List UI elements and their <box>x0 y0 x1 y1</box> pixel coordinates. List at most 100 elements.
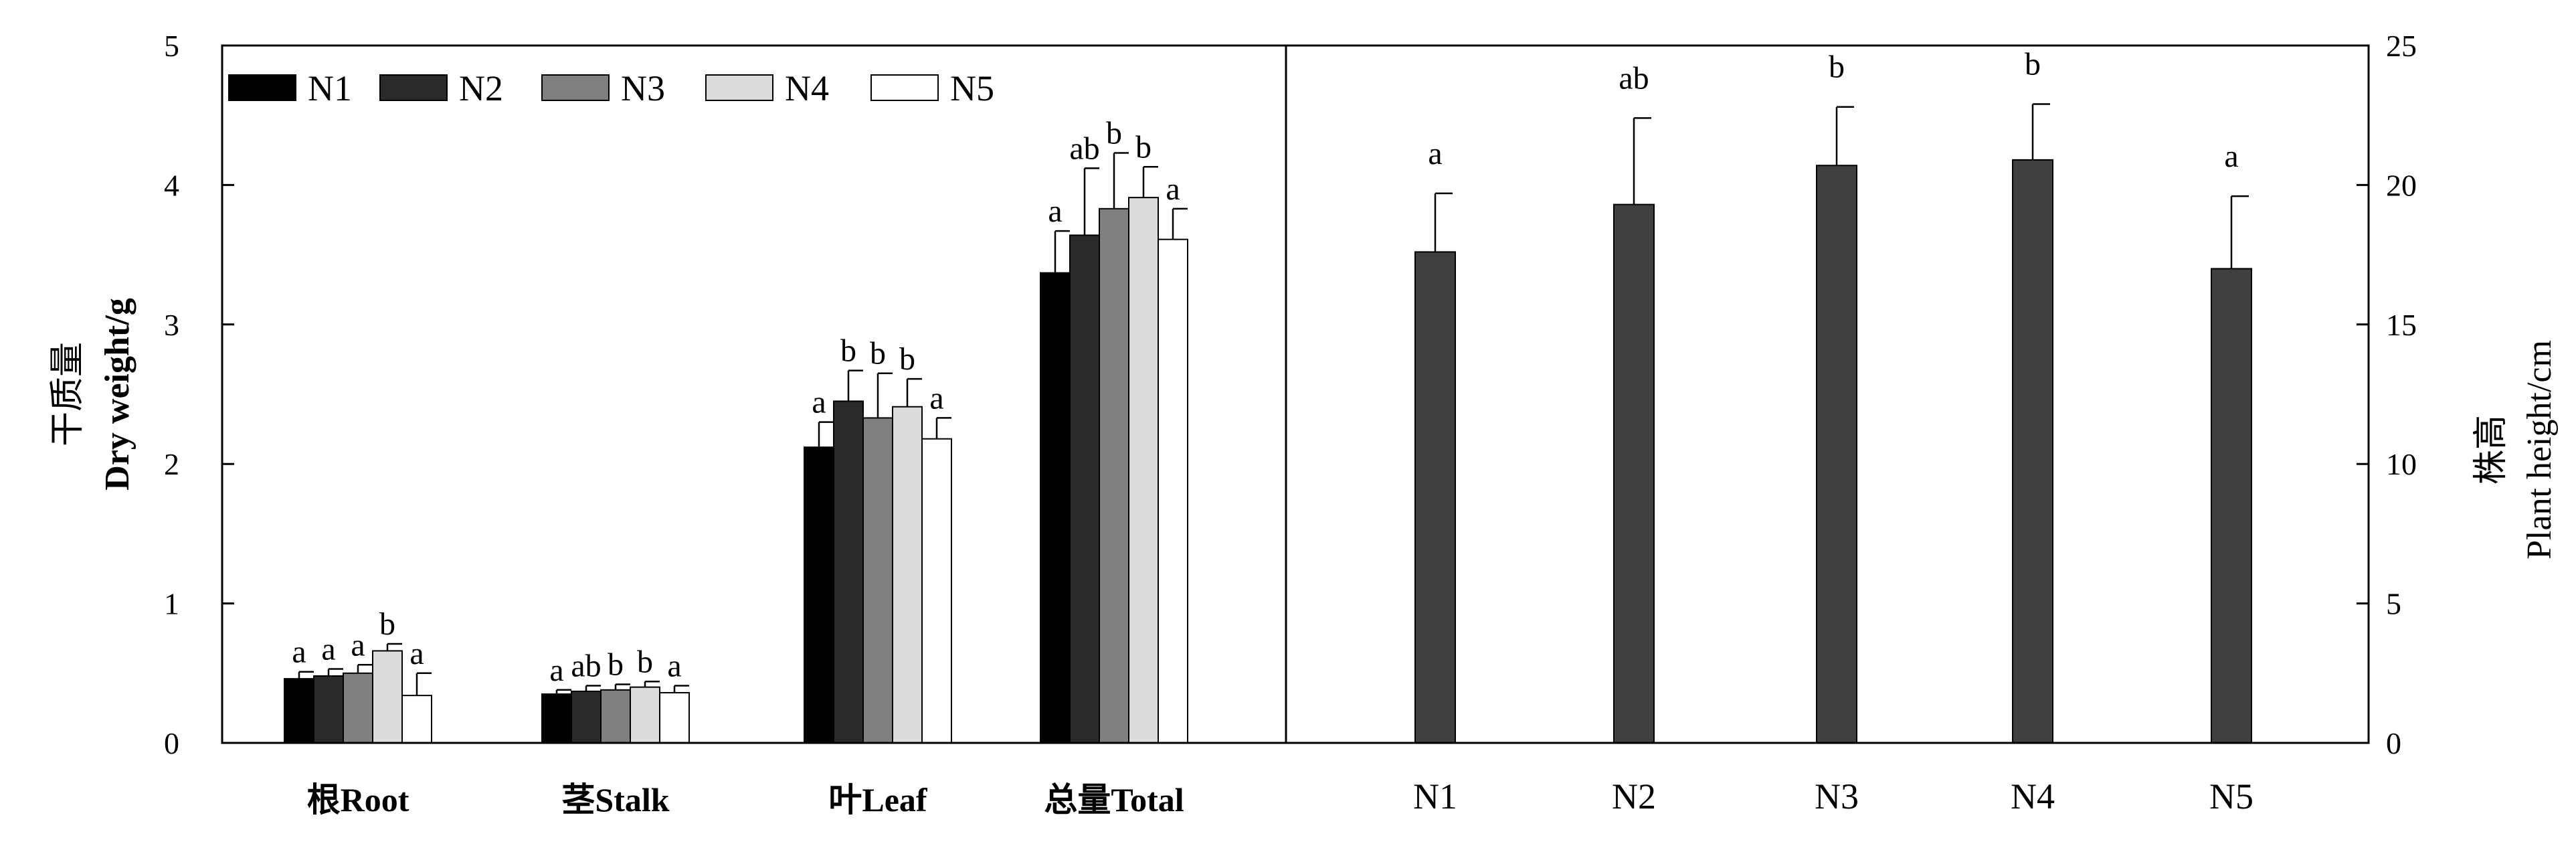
bar-n4-3 <box>1128 197 1159 744</box>
bar-n4-2 <box>892 406 923 744</box>
sig-label-n1-1: a <box>549 653 563 688</box>
bar-n2-1 <box>571 690 602 744</box>
sig-label-n2-2: b <box>840 333 856 369</box>
bar-n1-1 <box>541 693 572 744</box>
sig-label-n4-1: b <box>637 644 653 679</box>
legend-label-n5: N5 <box>950 68 994 108</box>
height-sig-label-n3: b <box>1829 50 1845 85</box>
sig-label-n2-1: ab <box>571 649 601 684</box>
height-bar-n1 <box>1414 251 1456 744</box>
legend-swatch-n4 <box>705 74 773 101</box>
right-x-category-label: N4 <box>2011 776 2055 817</box>
right-y-tick-label: 25 <box>2386 29 2417 63</box>
bar-n2-3 <box>1069 234 1100 744</box>
left-y-tick-label: 4 <box>164 168 179 202</box>
right-y-axis-title-en: Plant height/cm <box>2520 340 2559 560</box>
bar-n2-2 <box>833 400 864 744</box>
right-y-axis-title-cn: 株高 <box>2472 415 2510 485</box>
height-sig-label-n4: b <box>2025 47 2041 82</box>
sig-label-n1-3: a <box>1048 193 1062 229</box>
right-x-category-label: N3 <box>1815 776 1859 817</box>
bar-n4-0 <box>372 650 403 744</box>
bar-n5-2 <box>921 438 952 744</box>
legend-label-n2: N2 <box>459 68 503 108</box>
left-y-ticks: 0 1 2 3 4 5 <box>164 29 234 760</box>
sig-label-n4-3: b <box>1135 129 1152 165</box>
right-y-tick-label: 10 <box>2386 447 2417 481</box>
height-bar-n2 <box>1613 203 1655 744</box>
right-y-tick-label: 20 <box>2386 168 2417 202</box>
left-y-tick-label: 2 <box>164 447 179 481</box>
right-bars <box>1414 159 2252 744</box>
left-y-tick-label: 3 <box>164 308 179 342</box>
left-x-categories: 根Root 茎Stalk 叶Leaf 总量Total <box>307 781 1184 819</box>
right-panel: a ab b b a 0 5 10 15 20 25 N1 N2 N3 N4 N5 <box>1413 29 2417 817</box>
right-x-category-label: N5 <box>2209 776 2253 817</box>
right-error-bars <box>1434 103 2249 269</box>
left-x-category-label: 茎Stalk <box>561 781 669 819</box>
sig-label-n1-2: a <box>812 385 826 420</box>
legend-label-n3: N3 <box>621 68 665 108</box>
bar-n1-3 <box>1040 272 1071 744</box>
legend-label-n4: N4 <box>785 68 829 108</box>
sig-label-n1-0: a <box>292 634 306 670</box>
bar-n1-2 <box>804 446 834 744</box>
height-sig-label-n1: a <box>1428 136 1442 171</box>
right-y-ticks: 0 5 10 15 20 25 <box>2357 29 2417 760</box>
sig-label-n4-0: b <box>379 606 395 642</box>
legend: N1 N2 N3 N4 N5 <box>228 68 994 108</box>
sig-label-n4-2: b <box>899 341 915 377</box>
legend-swatch-n3 <box>541 74 610 101</box>
right-x-category-label: N1 <box>1413 776 1457 817</box>
sig-label-n3-0: a <box>351 627 365 663</box>
right-x-categories: N1 N2 N3 N4 N5 <box>1413 776 2253 817</box>
legend-swatch-n1 <box>228 74 296 101</box>
sig-label-n5-1: a <box>667 649 681 684</box>
left-y-tick-label: 5 <box>164 29 179 63</box>
right-x-category-label: N2 <box>1612 776 1656 817</box>
legend-label-n1: N1 <box>308 68 352 108</box>
bar-n5-0 <box>401 695 432 744</box>
sig-label-n5-3: a <box>1166 171 1180 207</box>
height-bar-n5 <box>2211 268 2252 744</box>
bar-n3-1 <box>600 689 631 744</box>
bar-n2-0 <box>313 675 344 744</box>
left-y-axis-title-en: Dry weight/g <box>98 298 136 490</box>
sig-label-n3-2: b <box>870 336 886 371</box>
bar-n3-2 <box>862 417 893 744</box>
sig-label-n5-0: a <box>409 636 424 671</box>
height-bar-n3 <box>1816 165 1857 744</box>
left-y-axis-title-cn: 干质量 <box>49 342 87 446</box>
right-y-tick-label: 0 <box>2386 726 2401 760</box>
height-sig-label-n5: a <box>2224 139 2238 174</box>
bar-n1-0 <box>284 678 314 744</box>
bar-n3-3 <box>1099 207 1129 744</box>
legend-swatch-n5 <box>870 74 939 101</box>
sig-label-n2-3: ab <box>1069 131 1099 166</box>
left-x-category-label: 总量Total <box>1044 781 1184 819</box>
left-x-category-label: 叶Leaf <box>828 781 928 819</box>
height-bar-n4 <box>2012 159 2053 744</box>
height-sig-label-n2: ab <box>1619 60 1649 96</box>
right-significance-labels: a ab b b a <box>1428 47 2238 175</box>
right-y-tick-label: 5 <box>2386 587 2401 621</box>
bar-n4-1 <box>630 686 660 744</box>
right-y-tick-label: 15 <box>2386 308 2417 342</box>
sig-label-n5-2: a <box>929 380 943 416</box>
left-grouped-bars <box>284 197 1188 744</box>
sig-label-n3-3: b <box>1106 115 1122 151</box>
bar-n5-1 <box>659 691 690 744</box>
bar-n3-0 <box>343 672 373 744</box>
left-x-category-label: 根Root <box>307 781 409 819</box>
sig-label-n2-0: a <box>321 632 335 667</box>
plot-frame <box>221 44 2370 744</box>
bar-n5-3 <box>1158 238 1188 744</box>
legend-swatch-n2 <box>379 74 448 101</box>
sig-label-n3-1: b <box>608 647 624 682</box>
left-y-tick-label: 1 <box>164 587 179 621</box>
left-error-bars <box>298 152 1188 696</box>
left-y-tick-label: 0 <box>164 726 179 760</box>
